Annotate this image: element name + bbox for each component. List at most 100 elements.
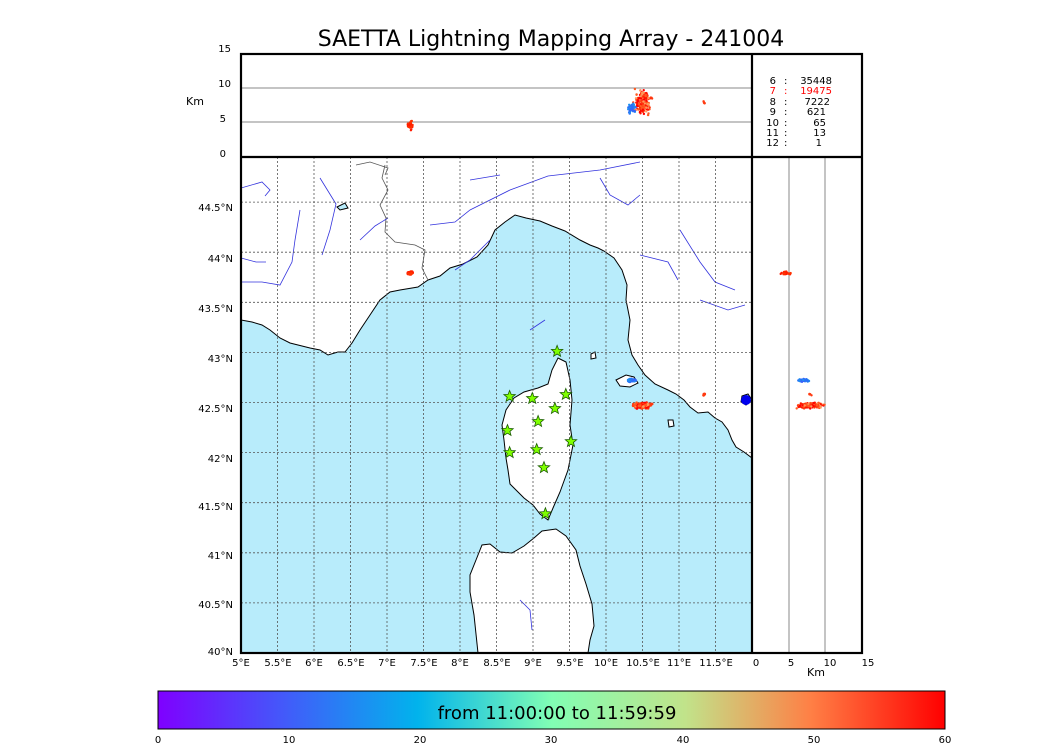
lightning-source-point <box>795 407 798 410</box>
lightning-source-point <box>637 404 641 408</box>
count-row: 8 : 7222 <box>770 97 830 108</box>
station-star-icon <box>529 442 544 456</box>
lightning-source-point <box>630 106 633 110</box>
lightning-source-point <box>643 102 647 105</box>
altitude-tick-0: 0 <box>220 149 226 160</box>
lightning-source-point <box>649 403 653 407</box>
lat-tick: 42°N <box>208 454 233 465</box>
right-altitude-tick-0: 0 <box>753 658 759 669</box>
lightning-source-point <box>808 393 811 396</box>
lightning-source-point <box>642 89 645 92</box>
lightning-source-point <box>646 102 650 106</box>
lightning-source-point <box>635 407 639 410</box>
lightning-source-point <box>809 403 812 406</box>
station-star-icon <box>564 434 578 448</box>
lightning-source-point <box>642 104 645 107</box>
small-island <box>667 419 675 428</box>
count-value: 65 <box>813 118 826 129</box>
count-row: 7 : 19475 <box>770 86 832 97</box>
altitude-latitude-panel <box>752 157 862 653</box>
count-row: 9 : 621 <box>770 107 826 118</box>
lightning-source-point <box>801 378 805 382</box>
lightning-source-point <box>787 272 791 276</box>
count-stations: 12 <box>766 138 779 149</box>
lightning-source-point <box>633 87 637 91</box>
lightning-source-point <box>633 106 636 109</box>
lightning-source-point <box>641 91 644 94</box>
count-value: 13 <box>813 128 826 139</box>
lightning-source-point <box>645 91 648 95</box>
right-altitude-tick-15: 15 <box>862 658 875 669</box>
lightning-source-point <box>636 99 639 103</box>
lon-tick: 6°E <box>305 658 323 669</box>
count-row: 10 : 65 <box>766 118 826 129</box>
lightning-source-point <box>407 125 410 129</box>
lightning-source-point <box>645 99 648 102</box>
lat-tick: 40°N <box>208 647 233 658</box>
lightning-source-point <box>638 110 642 114</box>
count-value: 19475 <box>800 86 832 97</box>
lightning-source-point <box>410 128 413 131</box>
map-panel <box>241 157 752 653</box>
lightning-source-point <box>798 404 802 407</box>
lightning-source-point <box>634 97 638 100</box>
colorbar-tick: 40 <box>677 735 690 746</box>
lat-tick: 42.5°N <box>198 404 233 415</box>
lightning-source-point <box>815 404 819 407</box>
altitude-tick-15: 15 <box>218 44 231 55</box>
lightning-source-point <box>741 395 751 405</box>
lightning-source-point <box>646 108 650 111</box>
lightning-source-point <box>409 123 413 126</box>
count-separator: : <box>784 118 787 129</box>
lightning-source-point <box>817 406 820 409</box>
lightning-source-point <box>823 403 826 406</box>
lightning-source-point <box>639 104 642 108</box>
lightning-source-point <box>631 108 634 112</box>
count-value: 621 <box>807 107 826 118</box>
figure-title: SAETTA Lightning Mapping Array - 241004 <box>318 27 785 52</box>
station-star-icon <box>548 401 562 415</box>
lightning-source-point <box>703 393 706 396</box>
count-separator: : <box>784 138 787 149</box>
colorbar-tick: 30 <box>545 735 558 746</box>
lightning-source-points <box>406 270 751 410</box>
lat-tick: 44°N <box>208 254 233 265</box>
lightning-source-point <box>649 96 652 99</box>
lightning-source-point <box>644 94 647 98</box>
lightning-source-point <box>811 404 815 408</box>
lon-tick: 7°E <box>378 658 396 669</box>
lightning-source-point <box>644 403 647 407</box>
colorbar-label: from 11:00:00 to 11:59:59 <box>438 703 677 724</box>
lightning-source-point <box>805 404 808 407</box>
time-colorbar: from 11:00:00 to 11:59:59 0 10 20 30 40 … <box>155 690 952 746</box>
lon-tick: 10°E <box>594 658 618 669</box>
lightning-source-point <box>642 112 646 116</box>
count-separator: : <box>784 76 787 87</box>
lightning-source-point <box>635 401 638 405</box>
lightning-source-point <box>809 407 812 410</box>
colorbar-tick: 50 <box>808 735 821 746</box>
station-star-icon <box>538 506 553 520</box>
count-separator: : <box>784 107 787 118</box>
lon-tick: 9°E <box>524 658 542 669</box>
station-star-icon <box>525 391 540 405</box>
count-value: 1 <box>816 138 822 149</box>
count-row: 6 : 35448 <box>770 76 832 87</box>
latitude-tick-labels: 44.5°N 44°N 43.5°N 43°N 42.5°N 42°N 41.5… <box>198 203 233 658</box>
lightning-source-point <box>646 94 649 97</box>
lon-tick: 5.5°E <box>264 658 291 669</box>
lightning-source-point <box>780 271 783 275</box>
lightning-source-point <box>638 107 642 110</box>
altitude-latitude-points <box>779 270 826 410</box>
lightning-source-point <box>803 404 806 407</box>
right-altitude-tick-5: 5 <box>788 658 794 669</box>
station-star-icon <box>502 389 517 403</box>
lat-tick: 43.5°N <box>198 304 233 315</box>
lightning-source-point <box>630 103 634 107</box>
lat-tick: 41.5°N <box>198 502 233 513</box>
count-stations: 7 <box>770 86 776 97</box>
lightning-source-point <box>647 112 650 115</box>
lightning-source-point <box>785 271 788 274</box>
colorbar-ticks: 0 10 20 30 40 50 60 <box>155 735 952 746</box>
